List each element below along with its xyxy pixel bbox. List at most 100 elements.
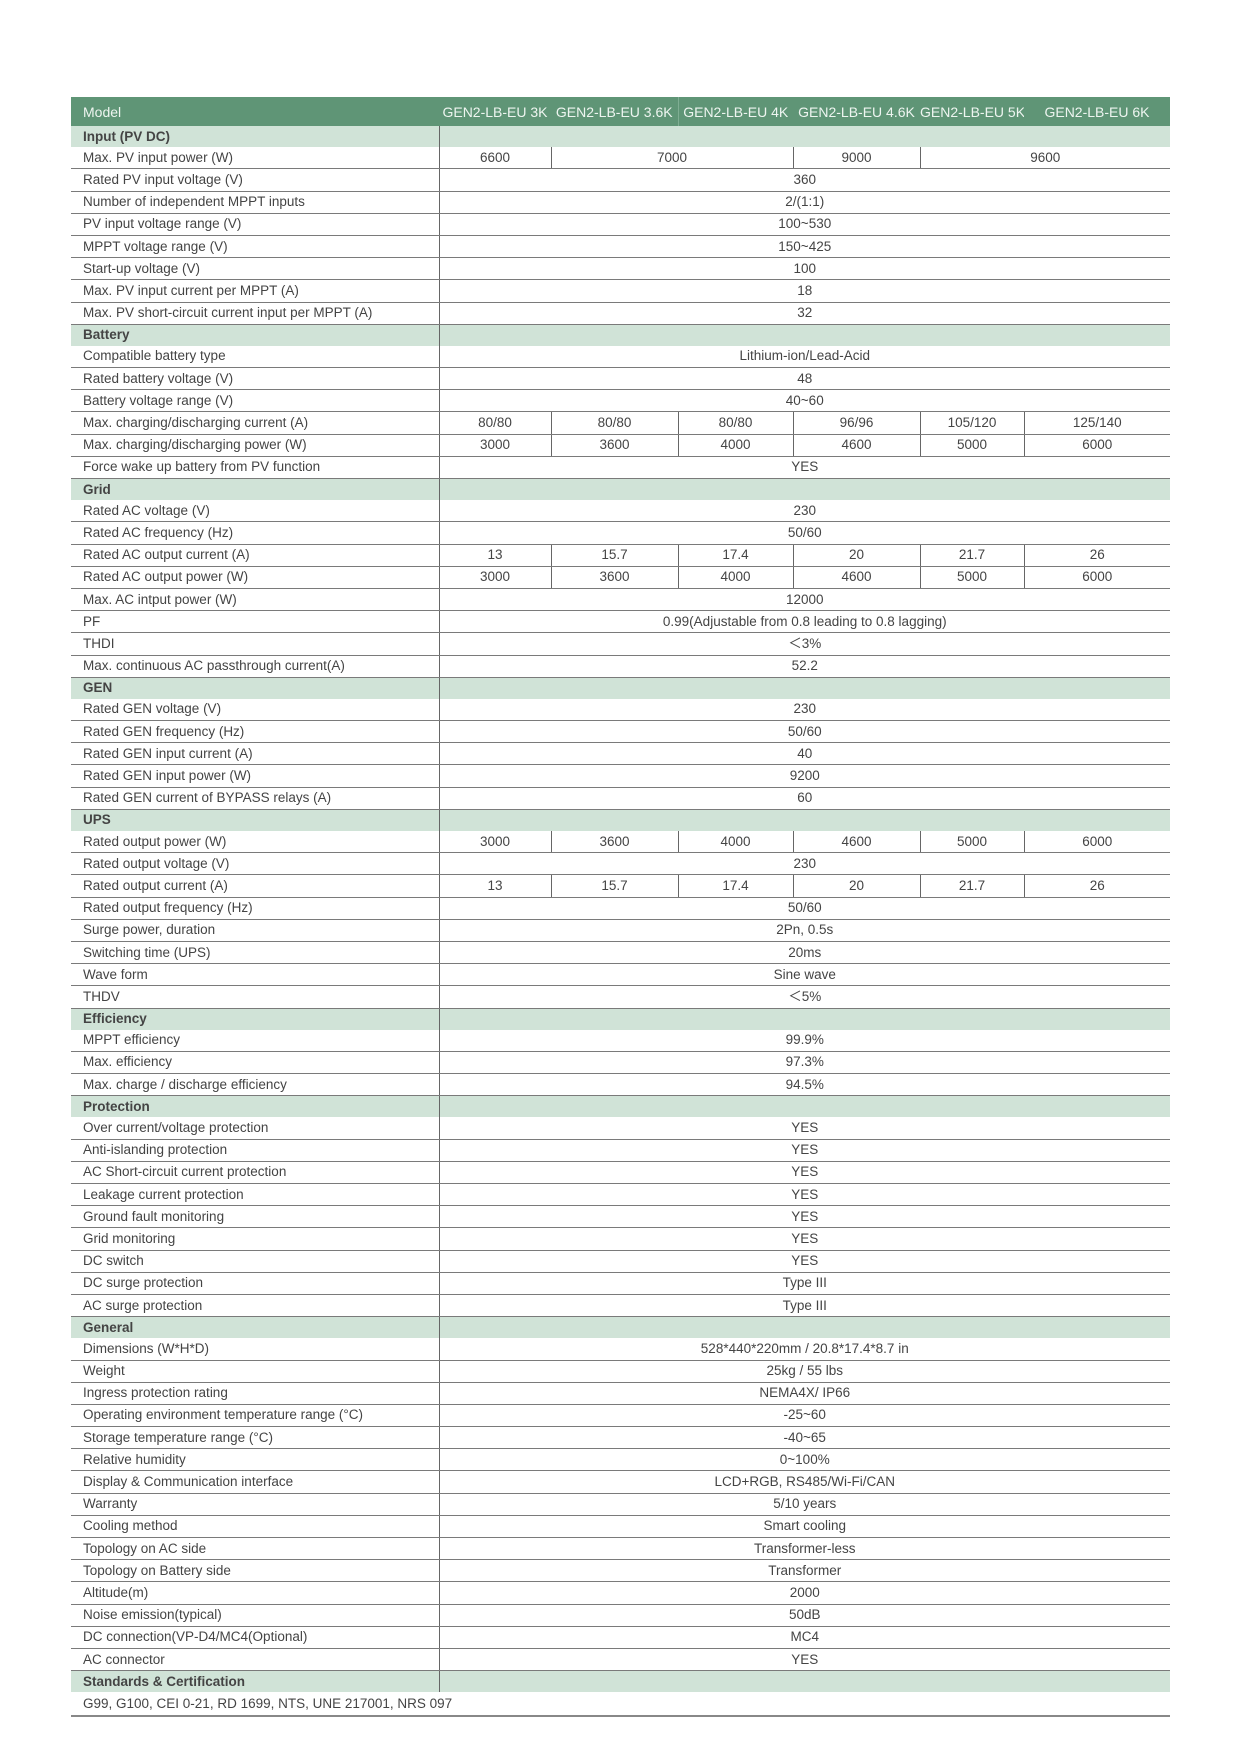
spec-value: -40~65: [439, 1426, 1170, 1450]
table-row: Display & Communication interface LCD+RGB…: [71, 1470, 1170, 1494]
spec-value: LCD+RGB, RS485/Wi-Fi/CAN: [439, 1470, 1170, 1494]
table-row: Rated GEN input power (W) 9200: [71, 764, 1170, 788]
section-fill: [439, 126, 1170, 148]
section-fill: [439, 324, 1170, 346]
table-row: AC connector YES: [71, 1648, 1170, 1672]
spec-value: 60: [439, 787, 1170, 810]
spec-label: Operating environment temperature range …: [71, 1404, 440, 1428]
certifications-list: G99, G100, CEI 0-21, RD 1699, NTS, UNE 2…: [71, 1692, 1170, 1718]
spec-value: 20: [792, 874, 920, 898]
spec-value: 3600: [550, 566, 678, 589]
table-row: Number of independent MPPT inputs 2/(1:1): [71, 191, 1170, 214]
spec-label: Max. PV input current per MPPT (A): [71, 279, 440, 303]
table-row: Ground fault monitoring YES: [71, 1205, 1170, 1229]
model-column-header: GEN2-LB-EU 3.6K: [551, 97, 678, 126]
spec-label: THDV: [71, 985, 440, 1009]
spec-label: Altitude(m): [71, 1581, 440, 1605]
spec-label: Storage temperature range (°C): [71, 1426, 440, 1450]
spec-value: YES: [439, 1183, 1170, 1207]
spec-label: Start-up voltage (V): [71, 257, 440, 281]
spec-label: Switching time (UPS): [71, 941, 440, 965]
spec-label: Rated AC output current (A): [71, 544, 440, 567]
table-row: Rated AC voltage (V) 230: [71, 500, 1170, 523]
table-row: Wave form Sine wave: [71, 963, 1170, 987]
spec-label: Rated output frequency (Hz): [71, 897, 440, 920]
spec-label: AC Short-circuit current protection: [71, 1161, 440, 1185]
spec-value: 3600: [550, 831, 678, 854]
spec-label: Wave form: [71, 963, 440, 987]
spec-value: 13: [439, 544, 551, 567]
table-row: Grid monitoring YES: [71, 1227, 1170, 1251]
model-header: Model: [71, 97, 439, 126]
spec-value: 9200: [439, 764, 1170, 788]
spec-value: 100: [439, 257, 1170, 281]
spec-value: YES: [439, 1139, 1170, 1162]
spec-label: Over current/voltage protection: [71, 1117, 440, 1140]
spec-value: 5/10 years: [439, 1493, 1170, 1516]
table-row: DC switch YES: [71, 1250, 1170, 1273]
table-row: Noise emission(typical) 50dB: [71, 1604, 1170, 1627]
spec-value: Type III: [439, 1294, 1170, 1318]
spec-label: Max. AC intput power (W): [71, 588, 440, 612]
spec-value: 2000: [439, 1581, 1170, 1605]
spec-value: ＜5%: [439, 985, 1170, 1009]
spec-label: Rated output power (W): [71, 831, 440, 854]
section-ups: UPS: [71, 809, 1170, 831]
spec-value: 40: [439, 742, 1170, 766]
spec-value: 2Pn, 0.5s: [439, 919, 1170, 942]
spec-value: 100~530: [439, 213, 1170, 236]
model-column-header: GEN2-LB-EU 3K: [439, 97, 551, 126]
spec-value: 230: [439, 500, 1170, 523]
spec-label: Rated output voltage (V): [71, 852, 440, 876]
spec-value: YES: [439, 1161, 1170, 1185]
spec-label: Display & Communication interface: [71, 1470, 440, 1494]
spec-label: Rated GEN input power (W): [71, 764, 440, 788]
table-row: Cooling method Smart cooling: [71, 1515, 1170, 1539]
spec-value: 15.7: [550, 544, 678, 567]
spec-label: Max. PV short-circuit current input per …: [71, 302, 440, 325]
spec-value: 18: [439, 279, 1170, 303]
spec-value: 97.3%: [439, 1051, 1170, 1075]
table-row: Topology on AC side Transformer-less: [71, 1537, 1170, 1561]
section-title: Battery: [71, 324, 440, 346]
spec-value: ＜3%: [439, 632, 1170, 656]
section-input-pv-dc: Input (PV DC): [71, 126, 1170, 148]
spec-label: MPPT efficiency: [71, 1029, 440, 1052]
spec-label: Weight: [71, 1360, 440, 1383]
spec-value: 150~425: [439, 235, 1170, 259]
table-row: Force wake up battery from PV function YE…: [71, 456, 1170, 480]
spec-value: 9000: [792, 147, 920, 170]
spec-value: 50/60: [439, 897, 1170, 920]
table-row: Rated GEN voltage (V) 230: [71, 698, 1170, 722]
spec-value: 9600: [919, 147, 1170, 170]
spec-value: 21.7: [919, 544, 1024, 567]
spec-label: DC surge protection: [71, 1272, 440, 1295]
table-row: Weight 25kg / 55 lbs: [71, 1360, 1170, 1383]
table-row: Altitude(m) 2000: [71, 1581, 1170, 1605]
spec-value: 125/140: [1023, 411, 1170, 435]
section-gen: GEN: [71, 677, 1170, 699]
table-row: Leakage current protection YES: [71, 1183, 1170, 1207]
table-row: Rated AC output current (A) 13 15.7 17.4 20 2…: [71, 544, 1170, 567]
spec-value: 4600: [792, 434, 920, 457]
section-title: Grid: [71, 478, 440, 501]
table-row: Rated GEN current of BYPASS relays (A) 60: [71, 787, 1170, 810]
table-row: Rated output frequency (Hz) 50/60: [71, 897, 1170, 920]
spec-label: Rated AC output power (W): [71, 566, 440, 589]
spec-value: 6600: [439, 147, 551, 170]
table-row: Start-up voltage (V) 100: [71, 257, 1170, 281]
table-row: Rated AC frequency (Hz) 50/60: [71, 521, 1170, 545]
spec-value: 4000: [677, 831, 793, 854]
table-row: Max. PV short-circuit current input per …: [71, 302, 1170, 325]
section-title: General: [71, 1316, 440, 1339]
section-fill: [439, 1670, 1170, 1693]
table-row: Max. PV input current per MPPT (A) 18: [71, 279, 1170, 303]
spec-value: 52.2: [439, 655, 1170, 678]
spec-value: 3600: [550, 434, 678, 457]
table-row: Ingress protection rating NEMA4X/ IP66: [71, 1382, 1170, 1405]
spec-value: 230: [439, 698, 1170, 722]
spec-value: 25kg / 55 lbs: [439, 1360, 1170, 1383]
spec-value: 4600: [792, 831, 920, 854]
spec-label: Rated GEN frequency (Hz): [71, 720, 440, 744]
spec-value: Transformer-less: [439, 1537, 1170, 1561]
